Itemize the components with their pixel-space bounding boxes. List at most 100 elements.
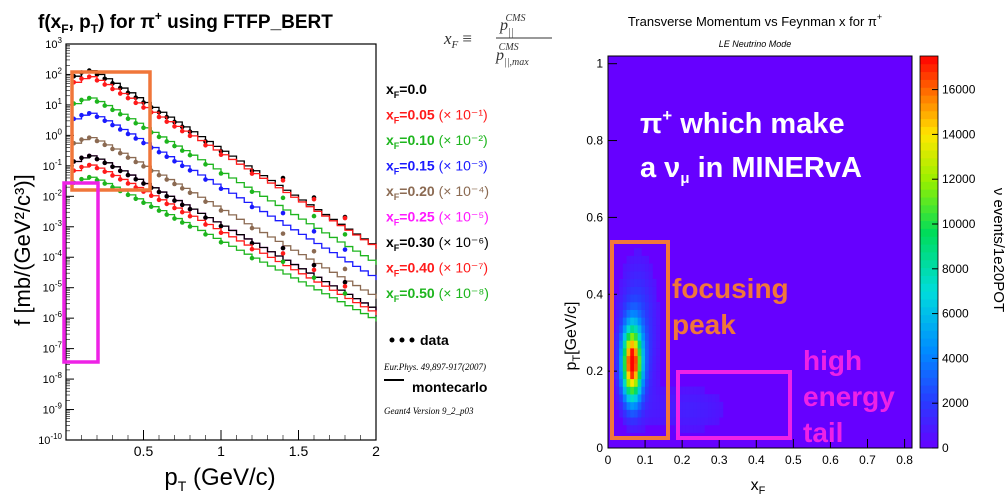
heatmap-cell <box>652 332 657 341</box>
heatmap-cell <box>622 371 627 380</box>
color-bar-segment <box>920 79 938 88</box>
color-bar-segment <box>920 416 938 425</box>
heatmap-cell <box>715 417 720 426</box>
heatmap-cell <box>708 409 713 418</box>
data-point <box>102 169 108 174</box>
heatmap-cell <box>637 363 642 372</box>
data-point <box>179 209 185 215</box>
heatmap-cell <box>648 348 653 357</box>
color-bar-segment <box>920 299 938 308</box>
heatmap-cell <box>626 309 631 318</box>
heatmap-cell <box>641 417 646 426</box>
data-point <box>164 194 170 199</box>
data-point <box>133 100 139 106</box>
heatmap-cell <box>622 309 627 318</box>
heatmap-cell <box>630 371 635 380</box>
color-bar-segment <box>920 236 938 245</box>
series-3 <box>71 110 377 281</box>
heatmap-cell <box>708 401 713 410</box>
data-point <box>94 138 100 144</box>
heatmap-cell <box>682 409 687 418</box>
heatmap-cell <box>633 378 638 387</box>
left-x-label: pT (GeV/c) <box>164 464 275 494</box>
data-point <box>86 153 92 159</box>
color-bar-segment <box>920 228 938 237</box>
heatmap-cell <box>630 301 635 310</box>
data-point <box>94 114 100 120</box>
data-point <box>102 142 108 148</box>
heatmap-cell <box>637 409 642 418</box>
heatmap-cell <box>633 348 638 357</box>
color-bar-segment <box>920 150 938 159</box>
heatmap-cell <box>622 386 627 395</box>
heatmap-cell <box>619 386 624 395</box>
data-point <box>164 201 170 207</box>
color-bar-tick-label: 16000 <box>942 83 976 97</box>
color-bar-segment <box>920 118 938 127</box>
heatmap-cell <box>619 371 624 380</box>
heatmap-cell <box>652 386 657 395</box>
data-point <box>102 160 108 166</box>
heatmap-cell <box>641 294 646 303</box>
color-bar-axis: 0 2000 4000 6000 8000 10000 12000 14000 16000 <box>932 83 976 455</box>
left-x-tick-label: 2 <box>372 443 380 459</box>
color-bar-segment <box>920 267 938 276</box>
right-y-tick-label: 0.6 <box>586 210 603 224</box>
heatmap-cell <box>645 355 650 364</box>
data-point <box>133 120 139 126</box>
data-point <box>133 177 139 182</box>
heatmap-cell <box>626 355 631 364</box>
heatmap-cell <box>626 301 631 310</box>
color-bar-segment <box>920 212 938 222</box>
left-y-tick-label: 10-9 <box>43 402 63 417</box>
annotation-focusing: focusing <box>672 273 789 304</box>
heatmap-cell <box>652 417 657 426</box>
heatmap-cell <box>619 363 624 372</box>
right-x-tick-label: 0.5 <box>785 453 802 467</box>
data-point <box>218 186 224 191</box>
data-point <box>179 186 185 191</box>
heatmap-cell <box>648 263 653 272</box>
heatmap-cell <box>615 317 620 326</box>
heatmap-cell <box>626 424 631 433</box>
heatmap-cell <box>652 409 657 418</box>
left-y-tick-label: 10-4 <box>43 249 63 264</box>
heatmap-cell <box>633 294 638 303</box>
heatmap-cell <box>630 309 635 318</box>
heatmap-cell <box>641 309 646 318</box>
heatmap-cell <box>704 394 709 403</box>
heatmap-cell <box>619 409 624 418</box>
color-bar-segment <box>920 181 938 190</box>
color-bar-segment <box>920 330 938 339</box>
right-chart-subtitle: LE Neutrino Mode <box>719 39 792 49</box>
heatmap-cell <box>641 363 646 372</box>
data-point <box>342 284 348 289</box>
heatmap-cell <box>682 424 687 433</box>
heatmap-cell <box>663 417 668 426</box>
color-bar-segment <box>920 110 938 120</box>
heatmap-cell <box>641 263 646 272</box>
data-point <box>156 189 162 195</box>
color-bar-segment <box>920 353 938 363</box>
heatmap-cell <box>652 301 657 310</box>
heatmap-cell <box>637 424 642 433</box>
citation-text: Eur.Phys. 49,897-917(2007) <box>383 362 486 372</box>
data-point <box>311 275 317 280</box>
heatmap-cell <box>645 294 650 303</box>
heatmap-cell <box>652 309 657 318</box>
heatmap-cell <box>630 278 635 287</box>
heatmap-cell <box>615 394 620 403</box>
heatmap-cell <box>645 363 650 372</box>
heatmap-cell <box>626 348 631 357</box>
heatmap-cell <box>641 401 646 410</box>
heatmap-cell <box>630 294 635 303</box>
heatmap-cell <box>648 301 653 310</box>
heatmap-cell <box>633 394 638 403</box>
heatmap-cell <box>648 325 653 334</box>
heatmap-cell <box>693 401 698 410</box>
color-bar-segment <box>920 346 938 355</box>
right-x-tick-label: 0.7 <box>859 453 876 467</box>
data-point <box>311 262 317 268</box>
data-point <box>280 210 286 216</box>
color-bar-segment <box>920 87 938 96</box>
